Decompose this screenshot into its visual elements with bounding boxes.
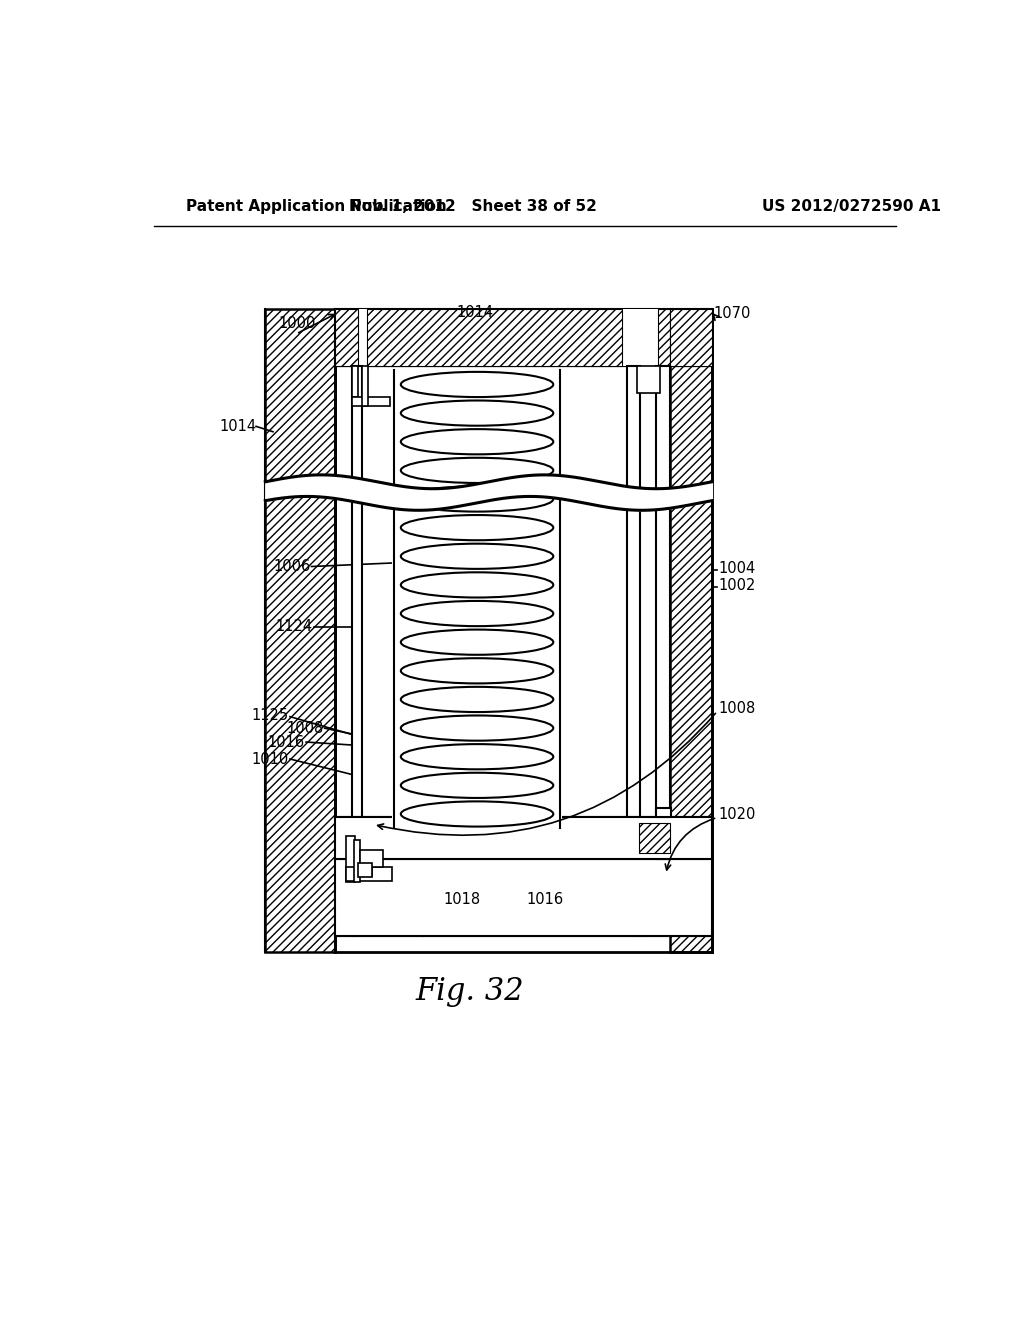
Bar [346, 836, 355, 882]
Bar [351, 367, 361, 817]
Text: 1014: 1014 [219, 418, 256, 434]
Bar [658, 309, 670, 367]
Text: 1018: 1018 [443, 892, 480, 907]
Bar [360, 867, 372, 876]
Bar [639, 822, 670, 853]
Ellipse shape [400, 772, 553, 799]
Ellipse shape [400, 429, 553, 454]
Bar [655, 808, 671, 817]
Text: 1004: 1004 [718, 561, 756, 576]
Text: 1014: 1014 [456, 305, 494, 319]
Bar [367, 309, 622, 367]
Ellipse shape [400, 630, 553, 655]
Ellipse shape [400, 515, 553, 540]
Ellipse shape [400, 573, 553, 598]
Bar [335, 309, 357, 367]
Bar [335, 817, 712, 859]
Bar [637, 366, 660, 393]
Ellipse shape [400, 659, 553, 684]
Bar [335, 309, 357, 367]
Bar [670, 309, 712, 367]
Text: 1008: 1008 [718, 701, 756, 715]
Ellipse shape [400, 686, 553, 711]
Text: 1006: 1006 [273, 558, 310, 574]
Ellipse shape [400, 400, 553, 426]
Bar [351, 367, 357, 397]
Text: 1070: 1070 [714, 306, 751, 321]
Bar [265, 309, 335, 952]
Text: 1124: 1124 [275, 619, 312, 634]
Ellipse shape [400, 715, 553, 741]
Text: 1010: 1010 [251, 751, 289, 767]
Bar [351, 397, 390, 407]
Bar [392, 370, 562, 829]
Ellipse shape [400, 544, 553, 569]
Bar [335, 309, 712, 367]
Text: Patent Application Publication: Patent Application Publication [186, 198, 446, 214]
Bar [361, 367, 368, 407]
Ellipse shape [400, 801, 553, 826]
Text: 1000: 1000 [279, 317, 315, 331]
Bar [354, 840, 360, 882]
Text: 1016: 1016 [526, 892, 563, 907]
Bar [628, 367, 640, 817]
Text: 1008: 1008 [287, 721, 324, 735]
Ellipse shape [400, 458, 553, 483]
Bar [335, 859, 712, 936]
Bar [346, 867, 392, 880]
Bar [335, 309, 712, 367]
Ellipse shape [400, 744, 553, 770]
Text: Nov. 1, 2012   Sheet 38 of 52: Nov. 1, 2012 Sheet 38 of 52 [349, 198, 597, 214]
Ellipse shape [400, 372, 553, 397]
Ellipse shape [400, 601, 553, 626]
Text: 1020: 1020 [718, 807, 756, 822]
Text: 1002: 1002 [718, 578, 756, 593]
Text: Fig. 32: Fig. 32 [415, 975, 523, 1007]
Bar [357, 863, 372, 876]
Text: 1125: 1125 [251, 709, 289, 723]
FancyArrowPatch shape [666, 818, 715, 870]
Bar [670, 309, 712, 952]
FancyArrowPatch shape [378, 713, 716, 836]
Text: 1016: 1016 [267, 734, 304, 750]
Bar [360, 850, 383, 867]
Bar [655, 367, 670, 859]
Text: US 2012/0272590 A1: US 2012/0272590 A1 [762, 198, 941, 214]
Ellipse shape [400, 486, 553, 512]
